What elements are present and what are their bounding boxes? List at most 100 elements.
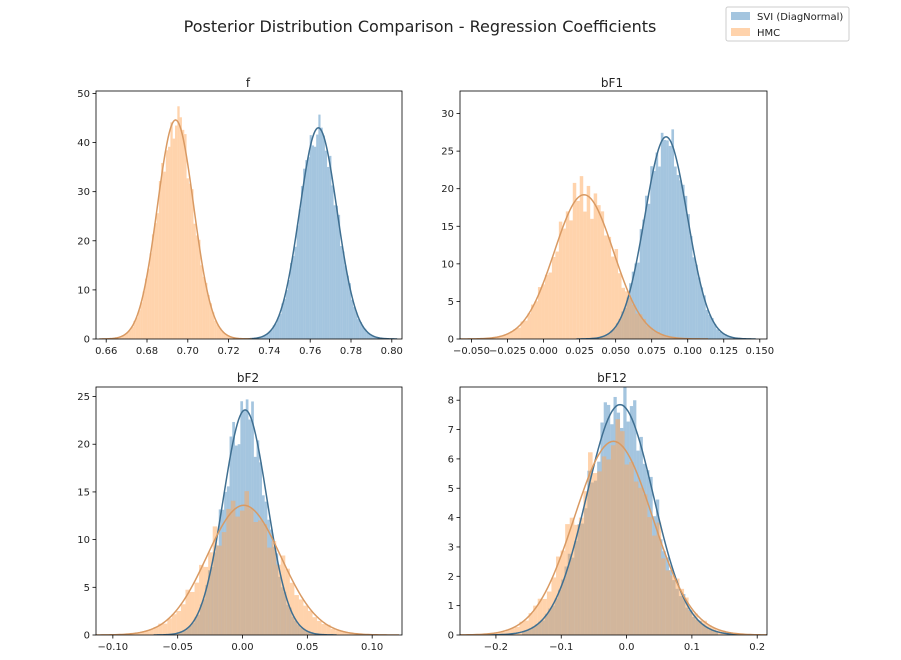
histogram-bar: [359, 322, 362, 339]
histogram-bar: [124, 334, 127, 339]
histogram-bar: [624, 464, 630, 635]
histogram-bar: [656, 522, 662, 635]
histogram-bar: [606, 459, 611, 635]
histogram-bar: [205, 282, 208, 339]
histogram-bar: [611, 256, 615, 339]
histogram-bar: [249, 508, 254, 635]
kde-curve-hmc: [460, 193, 709, 339]
histogram-bar: [287, 279, 291, 339]
histogram-bar: [161, 163, 164, 339]
histogram-bar: [175, 125, 178, 339]
subplot-title: f: [246, 76, 251, 90]
histogram-bar: [154, 223, 157, 339]
x-tick-label: 0.00: [231, 642, 253, 653]
histogram-bar: [655, 152, 659, 339]
histogram-bar: [692, 257, 696, 339]
histogram-bar: [344, 265, 347, 339]
histogram-bar: [128, 330, 132, 339]
histogram-bar: [202, 276, 206, 339]
histogram-bar: [593, 193, 598, 339]
histogram-bar: [158, 623, 163, 635]
histogram-bar: [311, 145, 315, 339]
histogram-bar: [544, 274, 549, 339]
histogram-bar: [321, 624, 327, 635]
histogram-bar: [307, 610, 313, 635]
histogram-bar: [135, 633, 141, 635]
histogram-bar: [335, 205, 338, 339]
plot-area: [460, 387, 767, 635]
histogram-bar: [368, 333, 371, 339]
x-tick-label: −0.050: [453, 346, 490, 357]
y-tick-label: 0: [448, 335, 454, 346]
histogram-bar: [721, 333, 725, 339]
plot-area: [99, 106, 398, 339]
histogram-bar: [305, 160, 308, 339]
figure-title: Posterior Distribution Comparison - Regr…: [184, 17, 657, 36]
histogram-bar: [510, 628, 515, 635]
histogram-bar: [659, 334, 664, 339]
histogram-bar: [357, 319, 360, 339]
y-tick-label: 20: [77, 236, 90, 247]
histogram-bar: [217, 545, 222, 635]
axes-frame: [95, 90, 403, 340]
x-tick-label: 0.70: [177, 346, 199, 357]
histogram-bar: [318, 114, 321, 339]
histogram-bar: [266, 334, 269, 339]
histogram-bar: [688, 610, 694, 635]
histogram-bar: [703, 295, 706, 339]
y-tick-label: 20: [441, 184, 454, 195]
histogram-bar: [652, 535, 657, 635]
histogram-bar: [261, 336, 264, 339]
histogram-bar: [628, 297, 632, 339]
x-tick-label: −0.025: [489, 346, 526, 357]
histogram-bar: [340, 246, 343, 339]
histogram-bar: [374, 337, 378, 339]
histogram-bar: [326, 624, 331, 635]
histogram-bar: [226, 508, 231, 635]
histogram-bar: [558, 221, 563, 339]
x-tick-label: 0.76: [299, 346, 321, 357]
histogram-bar: [711, 318, 714, 339]
y-tick-label: 0: [84, 631, 90, 642]
histogram-bar: [228, 336, 231, 339]
histogram-bar: [674, 578, 680, 635]
histogram-bar: [671, 129, 675, 339]
histogram-bar: [272, 325, 275, 339]
histogram-bar: [666, 140, 669, 339]
histogram-bar: [520, 321, 525, 339]
y-tick-label: 25: [441, 147, 454, 158]
kde-curve-hmc: [460, 440, 767, 635]
histogram-bar: [537, 287, 542, 339]
histogram-bar: [296, 225, 299, 339]
histogram-bar: [298, 209, 301, 339]
histogram-bar: [294, 246, 297, 339]
histogram-bar: [652, 331, 657, 339]
axes-frame: [459, 386, 768, 636]
histogram-bar: [625, 291, 629, 339]
histogram-bar: [327, 166, 330, 339]
histogram-bar: [492, 337, 497, 339]
histogram-bar: [208, 552, 213, 635]
histogram-bar: [663, 335, 667, 339]
histogram-bar: [168, 146, 171, 339]
histogram-bar: [333, 205, 336, 339]
histogram-bar: [541, 284, 545, 339]
histogram-bar: [153, 626, 159, 635]
y-tick-label: 20: [77, 440, 90, 451]
histogram-bar: [700, 287, 704, 339]
histogram-bar: [279, 314, 282, 339]
histogram-bar: [268, 331, 271, 339]
legend-label-hmc: HMC: [757, 28, 780, 39]
histogram-bar: [259, 337, 262, 339]
histogram-bar: [324, 150, 328, 339]
histogram-bar: [329, 155, 332, 339]
x-tick-label: 0.025: [565, 346, 594, 357]
histogram-bar: [629, 462, 634, 635]
histogram-bar: [331, 185, 334, 339]
histogram-bar: [177, 106, 180, 339]
y-tick-label: 15: [441, 222, 454, 233]
y-tick-label: 40: [77, 138, 90, 149]
legend-swatch-hmc: [731, 28, 750, 36]
histogram-bar: [176, 611, 181, 635]
histogram-bar: [144, 631, 150, 635]
